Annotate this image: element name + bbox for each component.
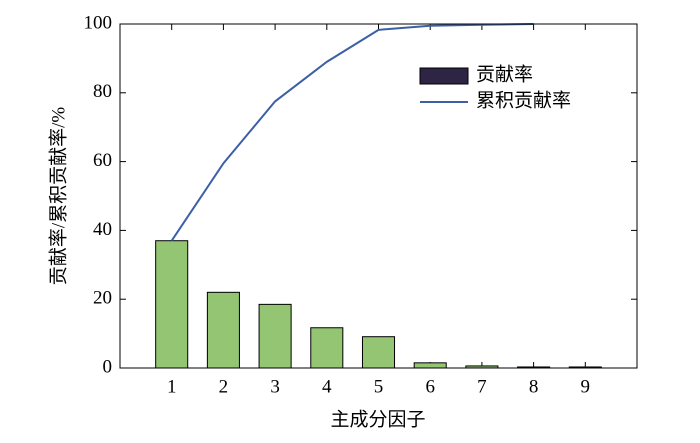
x-tick-label: 9 (581, 376, 591, 397)
x-tick-label: 6 (425, 376, 435, 397)
y-tick-label: 80 (93, 81, 112, 102)
x-axis-label: 主成分因子 (330, 408, 425, 430)
bar (310, 327, 344, 369)
x-tick-label: 3 (270, 376, 280, 397)
x-tick-label: 1 (167, 376, 177, 397)
bar (361, 336, 396, 369)
bar (413, 362, 447, 369)
x-tick-label: 8 (529, 376, 539, 397)
bar (206, 291, 240, 369)
bar (258, 303, 292, 369)
legend-label: 贡献率 (476, 63, 533, 85)
y-tick-label: 40 (93, 219, 112, 240)
x-tick-label: 5 (374, 376, 384, 397)
y-tick-label: 100 (84, 12, 113, 33)
y-axis-label: 贡献率/累积贡献率/% (47, 107, 69, 286)
y-tick-label: 0 (103, 356, 113, 377)
bar (155, 240, 189, 369)
y-tick-label: 20 (93, 288, 112, 309)
legend-swatch (419, 67, 469, 85)
legend-label: 累积贡献率 (476, 89, 571, 111)
y-tick-label: 60 (93, 150, 112, 171)
cumulative-line (170, 23, 534, 242)
x-tick-label: 2 (219, 376, 229, 397)
plot-frame (119, 23, 638, 369)
x-tick-label: 4 (322, 376, 332, 397)
x-tick-label: 7 (477, 376, 487, 397)
